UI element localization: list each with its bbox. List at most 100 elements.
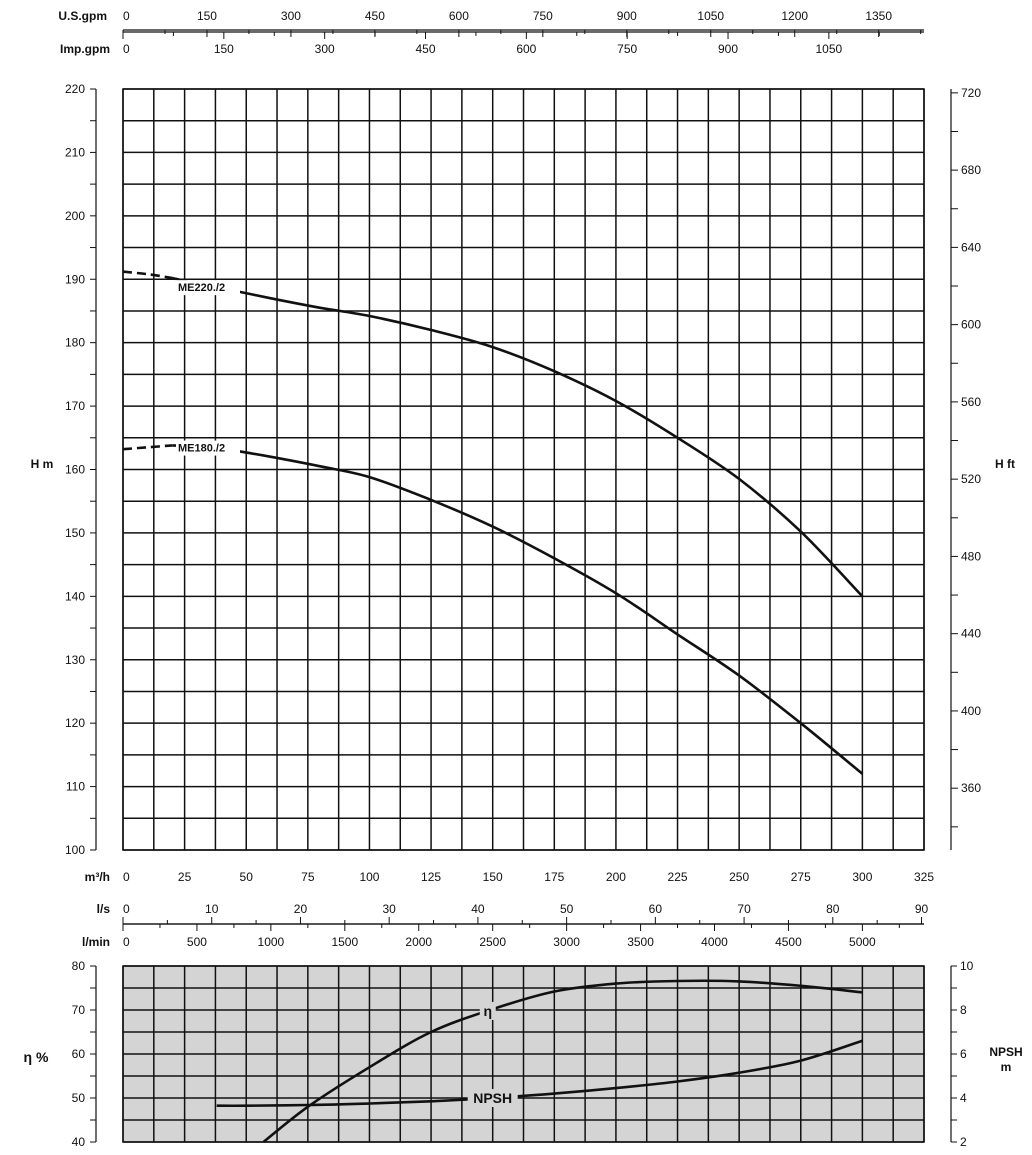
us-gpm-tick-label: 150 — [197, 9, 217, 23]
flow-m3h-tick-label: 125 — [421, 870, 441, 884]
head-plot: 100110120130140150160170180190200210220 … — [31, 82, 1015, 884]
head-m-tick-label: 220 — [65, 82, 85, 96]
efficiency-npsh-plot: 40 50 60 70 80 2 4 6 8 10 η NPSH η % NPSH m — [24, 959, 1023, 1149]
l-min-tick-label: 5000 — [849, 935, 876, 949]
flow-m3h-unit-label: m³/h — [85, 870, 110, 884]
efficiency-axis-title: η % — [24, 1049, 49, 1065]
efficiency-curve-label-background — [479, 1001, 496, 1020]
head-ft-tick-label: 520 — [961, 472, 981, 486]
head-plot-grid — [122, 88, 925, 851]
efficiency-tick-label: 50 — [72, 1091, 86, 1105]
flow-m3h-tick-label: 175 — [544, 870, 564, 884]
efficiency-tick-label: 80 — [72, 959, 86, 973]
head-m-tick-label: 130 — [65, 653, 85, 667]
flow-m3h-tick-label: 325 — [914, 870, 934, 884]
flow-m3h-tick-label: 0 — [123, 870, 130, 884]
l-s-tick-label: 60 — [649, 902, 663, 916]
head-ft-tick-label: 600 — [961, 318, 981, 332]
head-m-tick-label: 190 — [65, 272, 85, 286]
imp-gpm-unit-label: Imp.gpm — [60, 42, 110, 56]
curve-me1802-label: ME180./2 — [178, 443, 225, 455]
flow-m3h-tick-label: 225 — [668, 870, 688, 884]
head-m-axis-title: H m — [31, 457, 54, 471]
npsh-axis: 2 4 6 8 10 — [950, 959, 974, 1149]
imp-gpm-tick-label: 900 — [718, 42, 738, 56]
imp-gpm-tick-label: 0 — [123, 42, 130, 56]
head-ft-tick-label: 440 — [961, 627, 981, 641]
head-ft-tick-label: 560 — [961, 395, 981, 409]
head-ft-tick-label: 400 — [961, 704, 981, 718]
l-s-tick-label: 30 — [382, 902, 396, 916]
head-m-tick-label: 170 — [65, 399, 85, 413]
efficiency-axis: 40 50 60 70 80 — [72, 959, 97, 1149]
l-min-tick-label: 4500 — [775, 935, 802, 949]
l-s-tick-label: 50 — [560, 902, 574, 916]
l-min-tick-label: 2000 — [405, 935, 432, 949]
head-m-tick-label: 100 — [65, 843, 85, 857]
l-min-tick-label: 3500 — [627, 935, 654, 949]
l-min-axis: l/min 0 500 1000 1500 2000 2500 3000 3500 4000 45… — [82, 923, 924, 949]
head-m-axis: 100 110 120 130 140 150 160 170 180 190 200 210 220 — [65, 82, 97, 857]
efficiency-curve-label: η — [483, 1003, 492, 1019]
npsh-tick-label: 2 — [960, 1135, 967, 1149]
l-s-tick-label: 10 — [205, 902, 219, 916]
l-s-tick-label: 90 — [915, 902, 929, 916]
head-m-tick-label: 160 — [65, 463, 85, 477]
npsh-tick-label: 10 — [960, 959, 974, 973]
imp-gpm-axis: Imp.gpm 0 150 300 450 600 750 900 1050 — [60, 31, 924, 56]
l-min-tick-label: 4000 — [701, 935, 728, 949]
l-min-tick-label: 3000 — [553, 935, 580, 949]
flow-m3h-axis: 0 25 50 75 100 125 150 175 200 225 250 275 300 325 — [123, 870, 934, 884]
head-m-tick-label: 180 — [65, 336, 85, 350]
npsh-tick-label: 6 — [960, 1047, 967, 1061]
head-ft-axis-title: H ft — [995, 457, 1015, 471]
curve-me2202-dashed-line — [122, 270, 173, 280]
l-min-unit-label: l/min — [82, 935, 110, 949]
us-gpm-tick-label: 300 — [281, 9, 301, 23]
npsh-curve-line — [216, 1039, 863, 1108]
efficiency-plot-grid — [122, 965, 925, 1143]
head-m-tick-label: 120 — [65, 716, 85, 730]
imp-gpm-tick-label: 450 — [415, 42, 435, 56]
curve-me1802-dashed-line — [122, 444, 173, 451]
flow-m3h-tick-label: 200 — [606, 870, 626, 884]
efficiency-npsh-curves: η NPSH — [216, 979, 863, 1144]
npsh-axis-title-line2: m — [1001, 1060, 1012, 1074]
curve-me2202-label: ME220./2 — [178, 282, 225, 294]
head-m-tick-label: 110 — [66, 780, 85, 794]
us-gpm-tick-label: 1200 — [781, 9, 808, 23]
imp-gpm-tick-label: 150 — [214, 42, 234, 56]
flow-m3h-tick-label: 250 — [729, 870, 749, 884]
l-s-tick-label: 20 — [294, 902, 308, 916]
head-curves: ME220./2 ME180./2 — [122, 270, 864, 775]
efficiency-tick-label: 60 — [72, 1047, 86, 1061]
efficiency-curve-line — [262, 979, 863, 1144]
imp-gpm-tick-label: 300 — [315, 42, 335, 56]
npsh-tick-label: 8 — [960, 1003, 967, 1017]
flow-m3h-tick-label: 75 — [301, 870, 315, 884]
head-ft-tick-label: 360 — [961, 781, 981, 795]
imp-gpm-tick-label: 1050 — [816, 42, 843, 56]
us-gpm-tick-label: 900 — [617, 9, 637, 23]
l-min-tick-label: 2500 — [479, 935, 506, 949]
head-m-tick-label: 140 — [65, 589, 85, 603]
head-m-tick-label: 210 — [65, 145, 85, 159]
l-s-axis: l/s 0 10 20 30 40 50 60 70 80 90 — [97, 902, 929, 925]
curve-me1802-label-background — [176, 440, 240, 456]
us-gpm-tick-label: 1350 — [865, 9, 892, 23]
us-gpm-tick-label: 0 — [123, 9, 130, 23]
flow-m3h-tick-label: 100 — [359, 870, 379, 884]
us-gpm-tick-label: 750 — [533, 9, 553, 23]
head-ft-tick-label: 720 — [961, 86, 981, 100]
npsh-axis-title-line1: NPSH — [989, 1045, 1022, 1059]
l-s-tick-label: 70 — [737, 902, 751, 916]
flow-m3h-tick-label: 150 — [483, 870, 503, 884]
l-min-tick-label: 1500 — [331, 935, 358, 949]
l-s-tick-label: 80 — [826, 902, 840, 916]
imp-gpm-tick-label: 750 — [617, 42, 637, 56]
efficiency-tick-label: 70 — [72, 1003, 86, 1017]
head-m-tick-label: 200 — [65, 209, 85, 223]
npsh-curve-label-background — [467, 1089, 518, 1107]
curve-me2202-label-background — [176, 280, 240, 296]
